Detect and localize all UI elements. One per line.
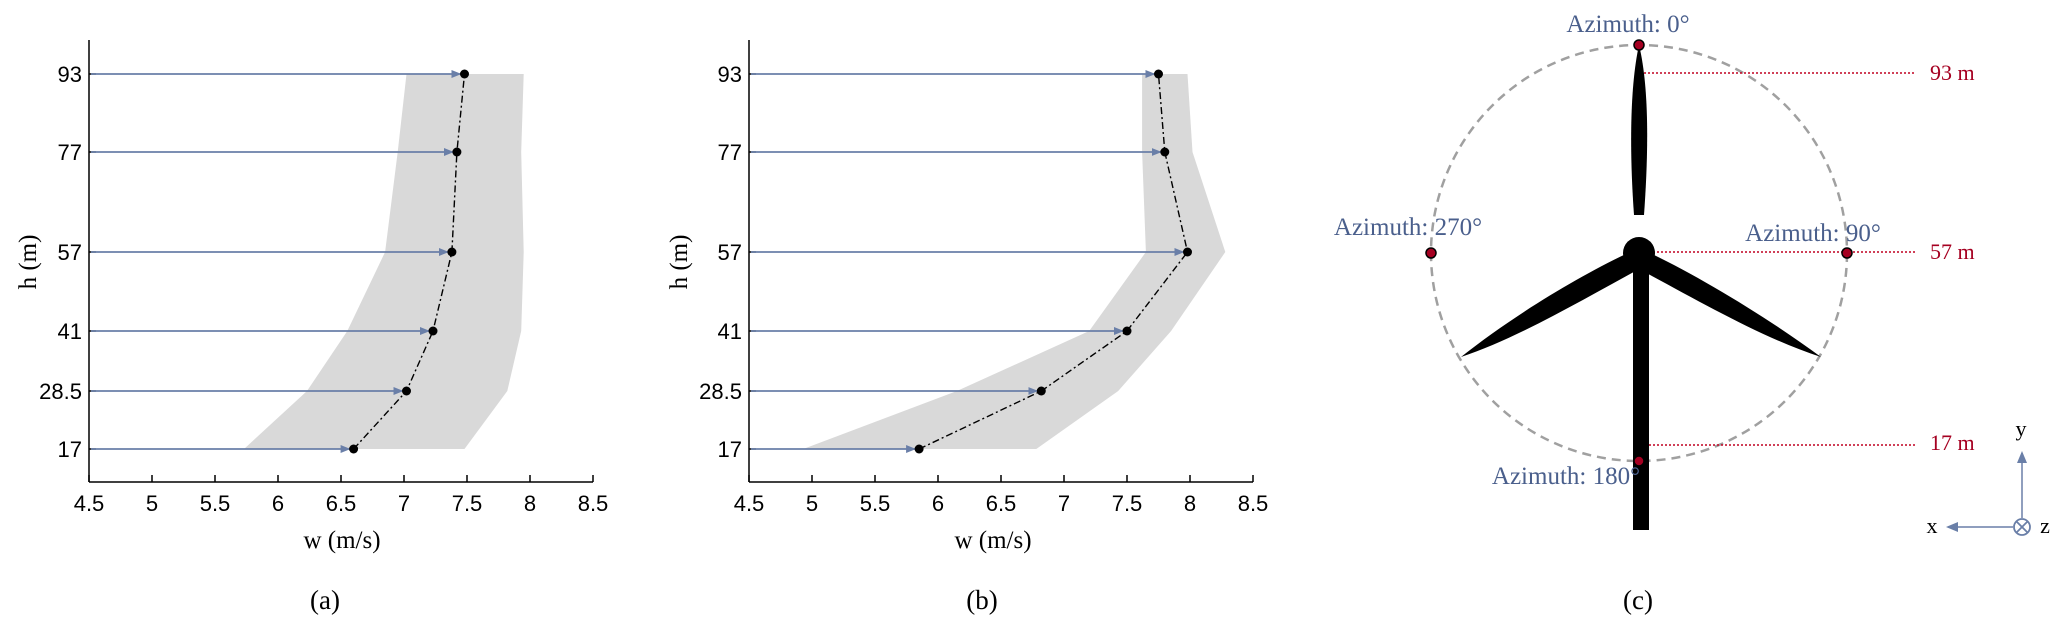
x-tick-label: 8.5 <box>578 491 609 516</box>
y-tick-label: 57 <box>718 240 742 265</box>
azimuth-90-label: Azimuth: 90° <box>1745 220 1881 247</box>
x-tick-label: 5 <box>806 491 818 516</box>
y-tick-label: 77 <box>718 140 742 165</box>
azimuth-180-label: Azimuth: 180° <box>1492 463 1640 490</box>
height-label-17: 17 m <box>1930 430 1975 455</box>
mean-point <box>349 444 359 454</box>
mean-point <box>428 326 438 336</box>
x-tick-label: 4.5 <box>734 491 765 516</box>
x-tick-label: 5.5 <box>860 491 891 516</box>
mean-point <box>1160 147 1170 157</box>
panel-b-plot-area: 4.5 5 5.5 6 6.5 7 7.5 8 8.5 17 28.5 41 57 77 93 <box>699 40 1268 516</box>
y-tick-label: 28.5 <box>699 379 742 404</box>
panel-a-ylabel: h (m) <box>15 235 42 290</box>
x-tick-label: 6.5 <box>326 491 357 516</box>
uncertainty-band <box>803 74 1226 449</box>
panel-a-chart: 4.5 5 5.5 6 6.5 7 7.5 8 8.5 17 28.5 41 57 77 93 w (m/s… <box>15 40 608 615</box>
panel-b-xlabel: w (m/s) <box>954 527 1031 554</box>
azimuth-270-marker <box>1425 247 1437 259</box>
y-tick-label: 28.5 <box>39 379 82 404</box>
height-label-93: 93 m <box>1930 60 1975 85</box>
y-tick-label: 41 <box>58 319 82 344</box>
turbine-hub <box>1623 237 1655 269</box>
height-label-57: 57 m <box>1930 239 1975 264</box>
y-tick-label: 57 <box>58 240 82 265</box>
x-tick-label: 5.5 <box>200 491 231 516</box>
z-axis-symbol <box>2013 518 2031 536</box>
x-tick-label: 8 <box>1184 491 1196 516</box>
azimuth-0-label: Azimuth: 0° <box>1566 11 1689 38</box>
panel-a-xlabel: w (m/s) <box>303 527 380 554</box>
panel-c-turbine-diagram: Azimuth: 0° Azimuth: 90° Azimuth: 180° A… <box>1334 11 2050 615</box>
y-tick-label: 17 <box>718 437 742 462</box>
mean-point <box>447 247 457 257</box>
x-tick-label: 7 <box>1058 491 1070 516</box>
x-tick-label: 6.5 <box>986 491 1017 516</box>
mean-point <box>914 444 924 454</box>
mean-point <box>1122 326 1132 336</box>
panel-c-label: (c) <box>1623 585 1653 615</box>
x-tick-label: 4.5 <box>74 491 105 516</box>
x-tick-label: 8.5 <box>1238 491 1269 516</box>
x-tick-label: 7.5 <box>452 491 483 516</box>
x-tick-label: 5 <box>146 491 158 516</box>
panel-a-plot-area: 4.5 5 5.5 6 6.5 7 7.5 8 8.5 17 28.5 41 57 77 93 <box>39 40 608 516</box>
azimuth-0-marker <box>1633 39 1645 51</box>
x-tick-label: 7 <box>398 491 410 516</box>
turbine-blade-top <box>1631 45 1648 215</box>
panel-b-label: (b) <box>966 585 997 615</box>
mean-point <box>1183 247 1192 257</box>
azimuth-270-label: Azimuth: 270° <box>1334 214 1482 241</box>
mean-profile-line <box>918 73 1189 450</box>
mean-point <box>402 386 411 396</box>
mean-profile-line <box>353 73 466 450</box>
x-tick-label: 6 <box>272 491 284 516</box>
panel-b-chart: 4.5 5 5.5 6 6.5 7 7.5 8 8.5 17 28.5 41 57 77 93 w (m/s… <box>666 40 1268 615</box>
z-axis-label: z <box>2040 513 2050 538</box>
uncertainty-band <box>244 74 524 449</box>
y-tick-label: 77 <box>58 140 82 165</box>
y-axis-label: y <box>2016 416 2027 441</box>
azimuth-90-marker <box>1841 247 1853 259</box>
turbine-blade-right <box>1637 253 1821 357</box>
coordinate-system: y x z <box>1927 416 2051 538</box>
panel-a-label: (a) <box>310 585 340 615</box>
x-axis-label: x <box>1927 513 1938 538</box>
y-tick-label: 93 <box>718 62 742 87</box>
x-tick-label: 8 <box>524 491 536 516</box>
panel-b-ylabel: h (m) <box>666 235 693 290</box>
y-tick-label: 93 <box>58 62 82 87</box>
mean-point <box>452 147 462 157</box>
z-axis-cross-b <box>2015 520 2029 534</box>
mean-point <box>1036 386 1046 396</box>
y-tick-label: 41 <box>718 319 742 344</box>
mean-point <box>1154 69 1163 79</box>
azimuth-180-marker <box>1633 455 1645 467</box>
x-tick-label: 7.5 <box>1112 491 1143 516</box>
mean-point <box>460 69 469 79</box>
y-tick-label: 17 <box>58 437 82 462</box>
turbine-blade-left <box>1461 253 1641 357</box>
x-tick-label: 6 <box>932 491 944 516</box>
